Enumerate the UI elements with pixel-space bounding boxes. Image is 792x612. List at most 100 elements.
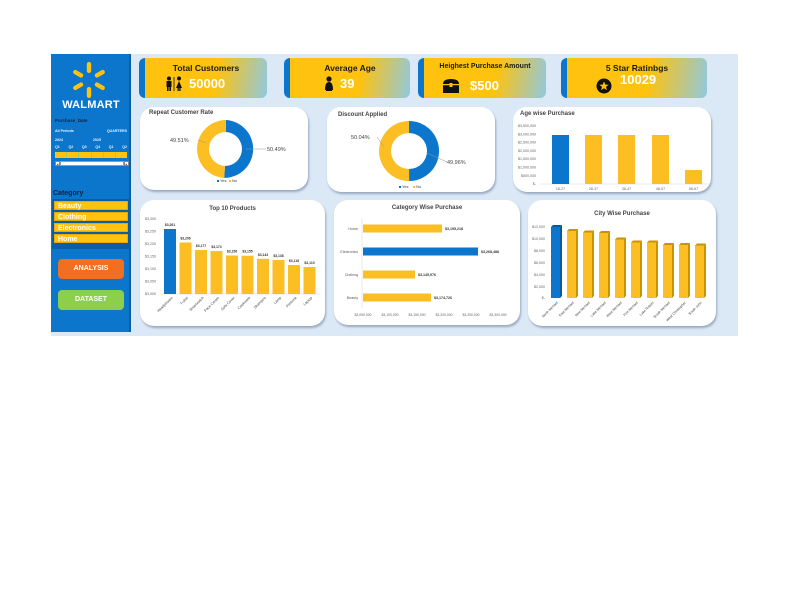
data-label: $3,268,488 bbox=[481, 250, 499, 254]
chart-title: Repeat Customer Rate bbox=[149, 110, 214, 116]
timeline-quarter[interactable]: Q2 bbox=[122, 145, 127, 149]
y-tick: $10,000 bbox=[532, 237, 545, 241]
bar[interactable] bbox=[363, 247, 478, 256]
y-tick: $8,000 bbox=[534, 249, 545, 253]
bar[interactable] bbox=[272, 260, 285, 294]
kpi-title: Total Customers bbox=[172, 63, 240, 73]
bar[interactable] bbox=[552, 135, 569, 184]
category-item-electronics[interactable]: Electronics bbox=[54, 223, 128, 232]
legend-label: Yes bbox=[220, 178, 227, 183]
timeline-years: 2024 2025 bbox=[55, 138, 127, 142]
timeline-level-dropdown[interactable]: QUARTERS bbox=[106, 129, 127, 133]
x-tick: $3,250,000 bbox=[463, 313, 480, 317]
data-label: $3,143 bbox=[258, 253, 268, 257]
timeline-title: Purchase_Date bbox=[55, 118, 88, 123]
chart-top-10-products: Top 10 Products $3,300 $3,250 $3,200 $3,… bbox=[140, 200, 325, 326]
scroll-left-icon[interactable]: ◂ bbox=[55, 161, 60, 166]
chart-title: Category Wise Purchase bbox=[391, 205, 463, 211]
bar[interactable] bbox=[695, 243, 706, 299]
y-tick: $1,500,000 bbox=[518, 157, 536, 161]
3d-bar-chart: $12,000 $10,000 $8,000 $6,000 $4,000 $2,… bbox=[532, 225, 706, 322]
x-tick: 38-47 bbox=[622, 187, 631, 191]
dataset-button[interactable]: DATASET bbox=[58, 290, 124, 310]
y-tick: $3,250 bbox=[145, 230, 156, 234]
x-tick: T-shirt bbox=[179, 296, 189, 306]
timeline-quarter[interactable]: Q2 bbox=[68, 145, 74, 149]
bar[interactable] bbox=[226, 255, 238, 295]
bar[interactable] bbox=[363, 224, 442, 233]
timeline-quarter[interactable]: Q1 bbox=[55, 145, 60, 149]
timeline-quarter[interactable]: Q3 bbox=[81, 145, 87, 149]
data-label: $3,156 bbox=[227, 250, 237, 254]
x-tick: Shampoo bbox=[253, 296, 267, 310]
category-item-clothing[interactable]: Clothing bbox=[54, 212, 128, 221]
bar[interactable] bbox=[583, 230, 594, 299]
bar[interactable] bbox=[210, 251, 223, 294]
bar[interactable] bbox=[652, 135, 669, 184]
data-label: $3,195,218 bbox=[445, 227, 463, 231]
donut-chart: 50.49% 49.51% Yes No bbox=[170, 120, 286, 183]
x-tick: Lamp bbox=[273, 296, 282, 305]
bar[interactable] bbox=[631, 240, 642, 299]
y-tick: $3,300 bbox=[145, 217, 156, 221]
bar[interactable] bbox=[164, 229, 176, 294]
x-tick: 18-27 bbox=[556, 187, 565, 191]
bar[interactable] bbox=[615, 237, 626, 299]
timeline-selection-bar[interactable] bbox=[55, 152, 127, 158]
x-tick: 48-57 bbox=[656, 187, 665, 191]
category-item-beauty[interactable]: Beauty bbox=[54, 201, 128, 210]
x-tick: Port Michael bbox=[623, 301, 639, 317]
bar[interactable] bbox=[551, 225, 562, 298]
timeline-scrollbar[interactable]: ◂ ▸ bbox=[55, 161, 129, 166]
data-label: $3,261 bbox=[165, 223, 175, 227]
analysis-button[interactable]: ANALYSIS bbox=[58, 259, 124, 279]
bar[interactable] bbox=[679, 243, 690, 298]
kpi-value: 10029 bbox=[620, 72, 657, 87]
bar[interactable] bbox=[363, 270, 415, 279]
bar[interactable] bbox=[618, 135, 635, 184]
x-tick: $3,150,000 bbox=[409, 313, 426, 317]
scroll-track[interactable] bbox=[60, 161, 124, 166]
x-tick: 58-67 bbox=[689, 187, 698, 191]
bar[interactable] bbox=[179, 242, 192, 295]
x-tick: $3,050,000 bbox=[355, 313, 372, 317]
bar[interactable] bbox=[647, 240, 658, 299]
timeline-quarters: Q1 Q2 Q3 Q4 Q1 Q2 bbox=[55, 145, 127, 149]
x-tick: South John bbox=[688, 301, 703, 316]
chart-title: City Wise Purchase bbox=[594, 211, 650, 217]
chart-title: Age wise Purchase bbox=[520, 111, 575, 117]
scroll-right-icon[interactable]: ▸ bbox=[124, 161, 129, 166]
x-tick: West Michael bbox=[606, 301, 623, 318]
y-tick: $12,000 bbox=[532, 225, 545, 229]
y-tick: Beauty bbox=[347, 296, 358, 300]
data-label: 49.51% bbox=[170, 138, 189, 144]
timeline-year: 2024 bbox=[55, 138, 63, 142]
bar[interactable] bbox=[257, 258, 269, 294]
kpi-title: 5 Star Ratinbgs bbox=[605, 63, 669, 73]
data-label: $3,206 bbox=[180, 237, 190, 241]
y-tick: $4,000 bbox=[534, 273, 545, 277]
kpi-highest-purchase: Heighest Purchase Amount $500 bbox=[418, 58, 546, 98]
y-tick: $2,000,000 bbox=[518, 149, 536, 153]
data-label: $3,138 bbox=[273, 254, 283, 258]
bar[interactable] bbox=[663, 243, 674, 298]
timeline-quarter[interactable]: Q4 bbox=[95, 145, 101, 149]
x-tick: $3,200,000 bbox=[436, 313, 453, 317]
bar[interactable] bbox=[288, 265, 300, 294]
kpi-average-age: Average Age 39 bbox=[284, 58, 410, 98]
bar[interactable] bbox=[599, 231, 610, 298]
timeline-quarter[interactable]: Q1 bbox=[108, 145, 114, 149]
x-tick: Face Cream bbox=[203, 296, 220, 313]
data-label: $3,110 bbox=[304, 261, 314, 265]
legend-label: No bbox=[416, 184, 422, 189]
legend-label: No bbox=[232, 178, 238, 183]
bar[interactable] bbox=[585, 135, 602, 184]
bar[interactable] bbox=[241, 255, 254, 294]
category-item-home[interactable]: Home bbox=[54, 234, 128, 243]
bar[interactable] bbox=[195, 250, 207, 294]
bar[interactable] bbox=[363, 293, 431, 302]
bar[interactable] bbox=[567, 229, 578, 298]
bar[interactable] bbox=[685, 170, 702, 184]
bar[interactable] bbox=[303, 267, 316, 294]
data-label: 49.96% bbox=[447, 160, 466, 166]
